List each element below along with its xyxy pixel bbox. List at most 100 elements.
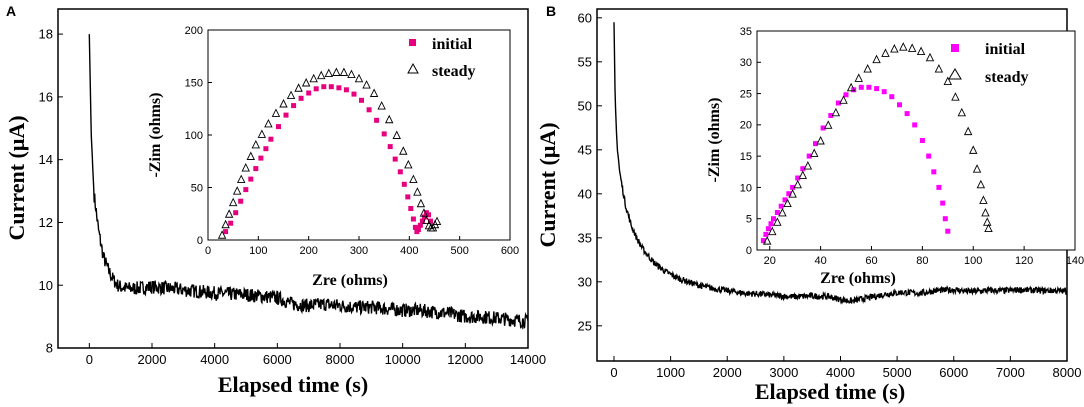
panel-b-inset-steady-point-4 bbox=[783, 198, 792, 208]
panel-b-inset-series-initial bbox=[760, 84, 951, 244]
panel-a-inset-steady-point-10 bbox=[264, 118, 273, 128]
panel-a-inset-initial-point-4 bbox=[243, 187, 249, 193]
panel-b-inset-steady-point-7 bbox=[798, 170, 808, 179]
panel-a-inset-steady-point-5 bbox=[236, 174, 246, 184]
panel-b-y-tick-label-7: 60 bbox=[578, 10, 592, 25]
panel-b-x-axis-label: Elapsed time (s) bbox=[755, 379, 905, 404]
legend-initial-marker bbox=[951, 44, 959, 52]
legend-steady-label: steady bbox=[985, 69, 1029, 86]
panel-a-inset-initial-point-40 bbox=[428, 218, 433, 224]
panel-a-inset-initial-point-12 bbox=[291, 103, 297, 109]
panel-a-inset-steady-point-6 bbox=[241, 163, 250, 172]
panel-b-inset-steady-point-25 bbox=[943, 76, 953, 86]
panel-a-x-tick-label-6: 12000 bbox=[447, 352, 483, 367]
panel-b-inset-steady-point-14 bbox=[846, 82, 856, 92]
panel-b-inset-steady-point-21 bbox=[907, 43, 917, 52]
panel-a-label: A bbox=[6, 3, 16, 19]
panel-a-inset-y-tick-label-4: 200 bbox=[185, 25, 203, 37]
panel-a-inset-steady-point-34 bbox=[422, 215, 431, 225]
legend-initial-label: initial bbox=[985, 41, 1026, 58]
panel-a-inset-steady-point-31 bbox=[413, 187, 422, 196]
panel-a-inset-initial-point-26 bbox=[392, 156, 398, 162]
panel-b-inset-steady-point-20 bbox=[899, 42, 908, 51]
panel-a-inset-initial-point-35 bbox=[417, 222, 423, 228]
panel-b-y-tick-label-0: 25 bbox=[578, 318, 592, 333]
panel-b-inset-steady-point-15 bbox=[854, 73, 863, 82]
panel-a-inset-initial-point-25 bbox=[387, 144, 393, 150]
panel-a-x-tick-label-0: 0 bbox=[86, 352, 93, 367]
panel-a-inset-initial-point-10 bbox=[276, 124, 281, 130]
panel-b-inset-initial-point-1 bbox=[763, 231, 769, 237]
panel-a-inset-initial-point-20 bbox=[351, 91, 357, 97]
panel-b-label: B bbox=[546, 3, 556, 19]
panel-a: A 0 2000 4000 6000 8000 10000 12000 14000 81012… bbox=[4, 3, 546, 397]
panel-b-inset-legend: initial steady bbox=[948, 41, 1029, 86]
panel-b-inset-initial-point-33 bbox=[945, 228, 951, 234]
panel-a-x-tick-label-2: 4000 bbox=[200, 352, 229, 367]
panel-a-inset-steady-point-21 bbox=[347, 69, 356, 79]
panel-b-x-tick-label-5: 5000 bbox=[883, 365, 912, 380]
panel-b-inset-series-steady bbox=[762, 42, 993, 245]
panel-a-inset-steady-point-39 bbox=[432, 216, 442, 226]
panel-a-inset-initial-point-14 bbox=[306, 90, 312, 96]
panel-b-inset-steady-point-2 bbox=[773, 217, 782, 226]
panel-a-inset-initial-point-30 bbox=[408, 206, 414, 211]
panel-a-inset-y-ticks: 0 50 100 150 200 bbox=[185, 25, 212, 247]
panel-a-inset-initial-point-24 bbox=[381, 131, 387, 137]
panel-b-inset-initial-point-24 bbox=[897, 102, 902, 108]
panel-a-inset-initial-point-3 bbox=[238, 198, 244, 204]
panel-b-inset-initial-point-9 bbox=[790, 184, 796, 190]
panel-b-inset-steady-point-10 bbox=[816, 135, 825, 145]
panel-b-inset-y-tick-label-6: 30 bbox=[740, 57, 752, 69]
panel-a-inset-initial-point-0 bbox=[223, 229, 229, 235]
panel-a-inset-steady-point-11 bbox=[271, 108, 281, 117]
panel-b-inset-y-tick-label-4: 20 bbox=[740, 120, 752, 132]
panel-b-inset-initial-point-6 bbox=[778, 203, 784, 209]
panel-b-inset-steady-point-32 bbox=[979, 195, 988, 204]
panel-b-inset-steady-point-0 bbox=[762, 236, 772, 245]
panel-a-inset-initial-point-9 bbox=[268, 136, 274, 142]
panel-b-inset-initial-point-27 bbox=[919, 138, 925, 143]
panel-a-inset-steady-point-0 bbox=[217, 230, 227, 239]
panel-a-inset-steady-point-30 bbox=[409, 174, 418, 184]
panel-b-inset-steady-point-24 bbox=[934, 64, 944, 73]
panel-a-y-tick-label-5: 18 bbox=[39, 27, 53, 42]
panel-b-y-tick-label-1: 30 bbox=[578, 274, 592, 289]
panel-a-inset-y-axis-label: -Zim (ohms) bbox=[147, 93, 164, 178]
panel-a-x-tick-label-4: 8000 bbox=[326, 352, 355, 367]
panel-a-inset-steady-point-23 bbox=[362, 80, 371, 89]
panel-a-inset-steady-point-8 bbox=[251, 139, 261, 149]
panel-a-inset-x-tick-label-5: 500 bbox=[450, 245, 468, 257]
panel-b-x-tick-label-0: 0 bbox=[610, 365, 617, 380]
panel-a-y-axis-label: Current (μA) bbox=[4, 115, 29, 240]
panel-a-inset-steady-point-25 bbox=[377, 101, 386, 110]
panel-b-inset-initial-point-7 bbox=[782, 197, 788, 203]
panel-b-x-tick-label-8: 8000 bbox=[1053, 365, 1082, 380]
panel-a-y-ticks: 8 10 12 14 16 18 bbox=[39, 27, 63, 356]
panel-a-inset-steady-point-28 bbox=[399, 146, 408, 155]
panel-b-inset-y-ticks: 0 5 10 15 20 25 30 35 bbox=[740, 26, 761, 257]
panel-b-x-ticks: 0 1000 2000 3000 4000 5000 6000 7000 8000 bbox=[610, 356, 1081, 380]
panel-b-inset-steady-point-1 bbox=[768, 226, 777, 236]
panel-a-inset-steady-point-16 bbox=[309, 73, 318, 83]
panel-b-inset-steady-point-27 bbox=[957, 107, 967, 117]
panel-a-inset-initial-point-5 bbox=[248, 176, 254, 182]
panel-b-inset-initial-point-4 bbox=[771, 216, 776, 222]
panel-a-inset-initial-point-27 bbox=[397, 169, 403, 175]
panel-b-inset-steady-point-8 bbox=[803, 161, 813, 170]
panel-b-inset-initial-point-30 bbox=[936, 184, 942, 190]
panel-b-inset-steady-point-34 bbox=[983, 217, 992, 226]
panel-a-inset-initial-point-11 bbox=[283, 112, 289, 118]
panel-b-y-axis-label: Current (μA) bbox=[535, 122, 560, 247]
panel-a-y-tick-label-2: 12 bbox=[39, 215, 53, 230]
panel-a-inset-y-tick-label-0: 0 bbox=[197, 235, 203, 247]
panel-a-x-tick-label-7: 14000 bbox=[510, 352, 546, 367]
panel-b-y-ticks: 25 30 35 40 45 50 55 60 bbox=[578, 10, 602, 333]
panel-a-inset-initial-point-37 bbox=[421, 214, 427, 220]
panel-b-inset-y-axis-label: -Zim (ohms) bbox=[706, 98, 723, 183]
panel-b-inset-initial-point-0 bbox=[760, 238, 766, 244]
panel-a-inset-initial-point-6 bbox=[253, 166, 259, 172]
panel-b-inset-steady-point-35 bbox=[984, 223, 993, 233]
panel-a-inset-initial-point-13 bbox=[298, 95, 304, 101]
panel-a-inset-initial-point-15 bbox=[313, 86, 319, 92]
